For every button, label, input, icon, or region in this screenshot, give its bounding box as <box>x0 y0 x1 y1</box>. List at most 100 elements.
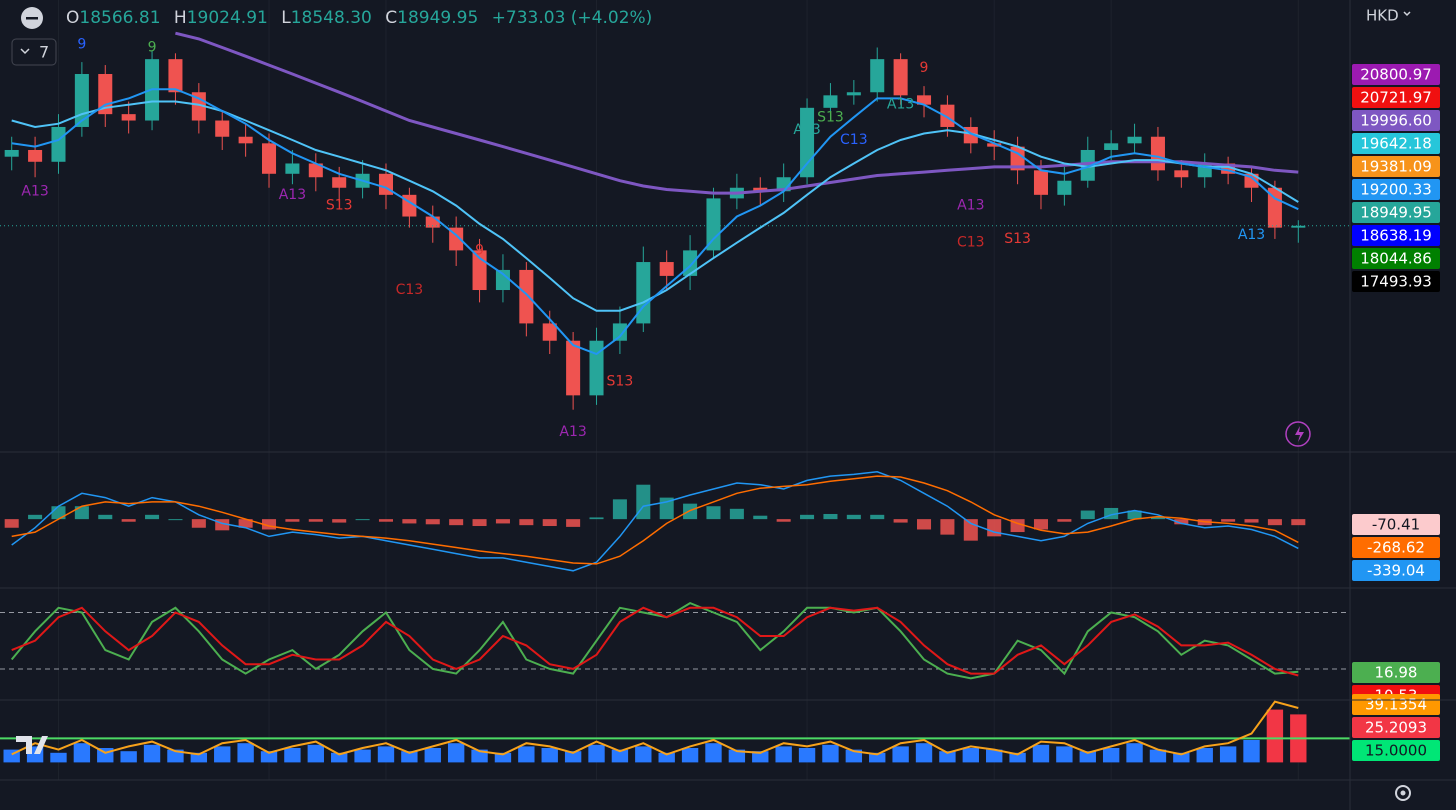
histogram-bar <box>611 749 629 763</box>
histogram-bar <box>1267 519 1282 526</box>
lightning-icon <box>1295 426 1304 442</box>
price-tag-label: -70.41 <box>1372 516 1420 534</box>
histogram-bar <box>1291 519 1306 526</box>
interval-button[interactable] <box>11 38 57 66</box>
currency-label[interactable]: HKD <box>1366 7 1399 25</box>
price-tag-label: 18638.19 <box>1360 227 1432 245</box>
candle-body <box>823 95 838 108</box>
histogram-bar <box>215 519 230 531</box>
histogram-bar <box>892 746 909 763</box>
price-tag <box>1352 694 1440 715</box>
settings-icon[interactable] <box>1395 785 1411 801</box>
indicator-line <box>11 471 1299 572</box>
price-tag <box>1352 560 1440 581</box>
ohlc-value: 18949.95 <box>397 8 479 28</box>
histogram-bar <box>238 519 253 528</box>
logo <box>16 736 48 754</box>
histogram-bar <box>1174 519 1189 525</box>
histogram-bar <box>471 749 488 763</box>
ohlc-key: C <box>385 8 398 28</box>
histogram-bar <box>705 743 722 763</box>
histogram-bar <box>190 752 208 763</box>
axis: Jun Aug Sep Nov 2023 Mar Apr Jun 20800.97 20721.9… <box>371 64 1440 804</box>
histogram-bar <box>775 746 792 763</box>
signal-label: S13 <box>607 373 634 389</box>
candle-body <box>870 59 885 93</box>
alert-icon[interactable] <box>1285 421 1311 447</box>
signal-label: C13 <box>840 132 868 148</box>
price-tag <box>1352 662 1440 683</box>
ohlc-header: O18566.81 H19024.91 L18548.30 C18949.95 … <box>66 8 660 28</box>
price-tag <box>1352 225 1440 246</box>
price-tag-label: 20721.97 <box>1360 89 1432 107</box>
candle-body <box>589 340 604 396</box>
histogram-bar <box>262 519 277 530</box>
histogram-bar <box>893 519 908 523</box>
candle-body <box>566 340 581 396</box>
x-tick-label: Jun <box>1285 785 1311 804</box>
signal-label: A13 <box>1238 227 1265 243</box>
histogram-bar <box>823 513 838 520</box>
ohlc-key: H <box>173 8 187 28</box>
candle-body <box>51 126 66 162</box>
price-tag-label: 19381.09 <box>1360 158 1432 176</box>
histogram-bar <box>402 519 417 524</box>
indicator-line <box>10 601 1299 680</box>
histogram-bar <box>869 752 886 763</box>
histogram-bar <box>1057 519 1072 522</box>
histogram-bar <box>447 743 465 763</box>
candle-body <box>332 177 347 188</box>
candle-body <box>519 269 534 324</box>
candle-body <box>636 262 651 324</box>
histogram-bar <box>753 515 768 520</box>
histogram-bar <box>1266 709 1284 763</box>
price-tag-label: 19642.18 <box>1360 135 1432 153</box>
signal-label: C13 <box>957 235 985 251</box>
price-tag <box>1352 202 1440 223</box>
histogram-bar <box>635 746 652 763</box>
histogram-bar <box>683 503 698 520</box>
histogram-bar <box>822 744 839 763</box>
histogram-bar <box>332 519 347 523</box>
histogram-bar <box>307 744 324 763</box>
ohlc-value: 18548.30 <box>290 8 372 28</box>
histogram-bar <box>564 751 582 763</box>
histogram-bar <box>1173 752 1190 763</box>
chevron-icon <box>1403 11 1411 17</box>
signal-label: C13 <box>396 282 424 298</box>
candle-body <box>1221 163 1236 174</box>
candle-body <box>215 120 230 137</box>
histogram-bar <box>636 484 651 520</box>
settings-icon-center <box>1400 790 1406 796</box>
histogram-bar <box>284 748 301 763</box>
x-tick-label: Sep <box>371 785 401 804</box>
histogram-bar <box>588 744 605 763</box>
histogram-bar <box>986 749 1003 763</box>
histogram-bar <box>449 519 464 526</box>
histogram-bar <box>494 752 512 763</box>
histogram-bar <box>1079 751 1096 763</box>
histogram-bar <box>1221 519 1236 522</box>
histogram-bar <box>658 752 675 763</box>
histogram-bar <box>425 519 440 525</box>
histogram-bar <box>260 751 278 763</box>
x-tick-label: Mar <box>979 785 1010 804</box>
candle-body <box>683 250 698 276</box>
histogram-bar <box>915 743 933 763</box>
candle-body <box>4 149 19 157</box>
x-tick-label: Nov <box>581 785 612 804</box>
price-tag-label: 17493.93 <box>1360 273 1432 291</box>
ohlc-value: 18566.81 <box>79 8 161 28</box>
price-tag <box>1352 717 1440 738</box>
histogram-bar <box>776 519 791 522</box>
histogram-bar <box>73 743 91 763</box>
histogram-bar <box>285 519 300 522</box>
histogram-bar <box>28 514 43 520</box>
price-tag <box>1352 156 1440 177</box>
change-value: +733.03 (+4.02%) <box>491 8 653 28</box>
histogram-bar <box>845 749 863 763</box>
histogram-bar <box>237 743 254 763</box>
price-tag-label: -268.62 <box>1367 539 1425 557</box>
